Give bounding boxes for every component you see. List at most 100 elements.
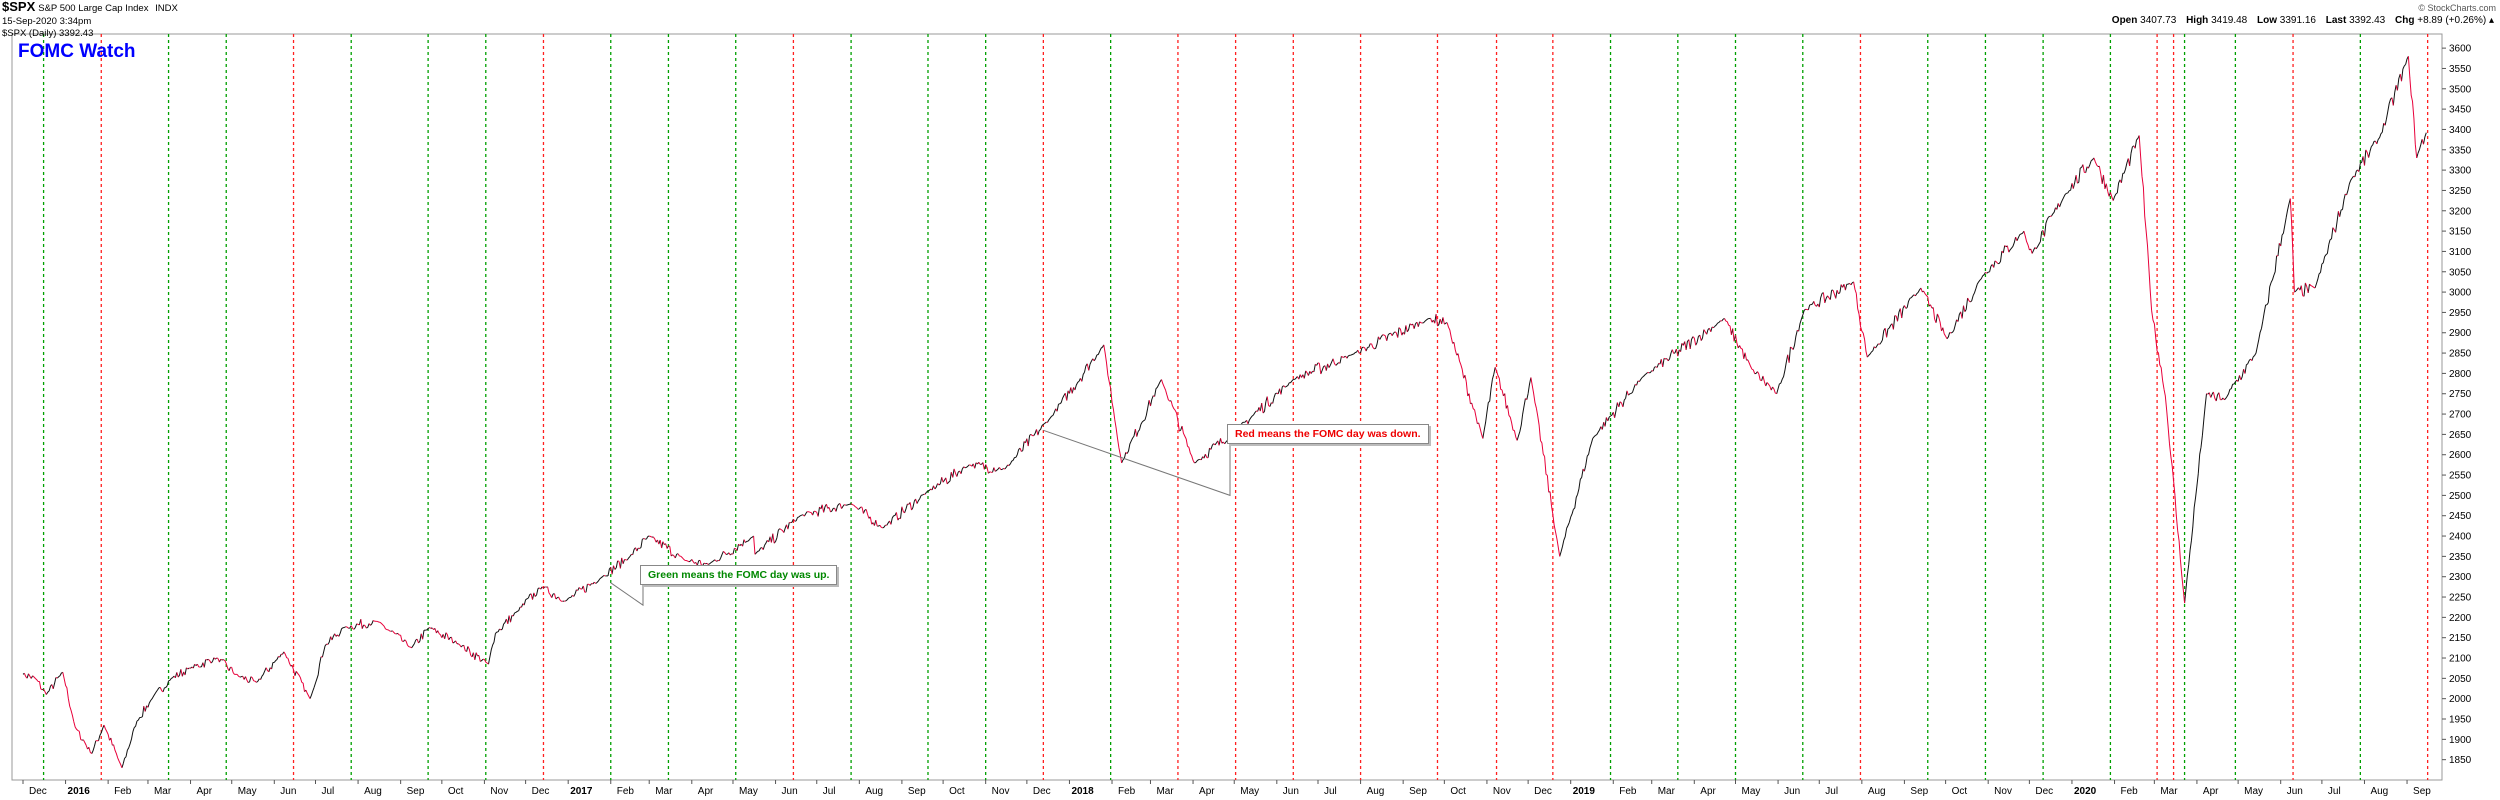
price-line-up bbox=[22, 56, 2427, 768]
x-tick-label: Feb bbox=[1118, 786, 1136, 797]
x-tick-label: Aug bbox=[1868, 786, 1886, 797]
x-tick-label: Jun bbox=[280, 786, 296, 797]
y-tick-label: 2850 bbox=[2449, 349, 2472, 360]
x-tick-label: Nov bbox=[992, 786, 1010, 797]
x-tick-label: Sep bbox=[1910, 786, 1928, 797]
x-tick-label: Apr bbox=[1199, 786, 1215, 797]
x-tick-label: 2016 bbox=[68, 786, 91, 797]
y-tick-label: 3350 bbox=[2449, 145, 2472, 156]
y-tick-label: 3000 bbox=[2449, 288, 2472, 299]
y-axis: 1850 1900 1950 2000 2050 2100 2150 2200 2250 2300… bbox=[2442, 44, 2472, 766]
x-tick-label: Dec bbox=[29, 786, 47, 797]
y-tick-label: 2900 bbox=[2449, 328, 2472, 339]
x-tick-label: Sep bbox=[407, 786, 425, 797]
x-tick-label: Jul bbox=[2328, 786, 2341, 797]
x-tick-label: Jun bbox=[1784, 786, 1800, 797]
callout-red-pointer bbox=[1043, 426, 1231, 497]
y-tick-label: 2050 bbox=[2449, 674, 2472, 685]
stockcharts-credit: © StockCharts.com bbox=[2418, 3, 2496, 13]
y-tick-label: 2150 bbox=[2449, 633, 2472, 644]
y-tick-label: 3450 bbox=[2449, 105, 2472, 116]
y-tick-label: 2400 bbox=[2449, 532, 2472, 543]
y-tick-label: 2800 bbox=[2449, 369, 2472, 380]
x-tick-label: Feb bbox=[2121, 786, 2139, 797]
x-tick-label: 2017 bbox=[570, 786, 593, 797]
y-tick-label: 2200 bbox=[2449, 613, 2472, 624]
x-tick-label: Feb bbox=[1619, 786, 1637, 797]
y-tick-label: 2550 bbox=[2449, 471, 2472, 482]
x-tick-label: 2019 bbox=[1573, 786, 1596, 797]
x-tick-label: Nov bbox=[1493, 786, 1511, 797]
x-tick-label: Oct bbox=[949, 786, 965, 797]
chart-datetime: 15-Sep-2020 3:34pm bbox=[2, 16, 92, 27]
x-tick-label: Dec bbox=[532, 786, 550, 797]
ticker-description: S&P 500 Large Cap Index bbox=[38, 3, 149, 14]
x-tick-label: Dec bbox=[1033, 786, 1051, 797]
x-tick-label: Mar bbox=[154, 786, 172, 797]
x-tick-label: May bbox=[1741, 786, 1760, 797]
ohlc-readout: Open 3407.73 High 3419.48 Low 3391.16 La… bbox=[2112, 15, 2494, 27]
x-tick-label: Dec bbox=[2035, 786, 2053, 797]
x-tick-label: Aug bbox=[865, 786, 883, 797]
y-tick-label: 2500 bbox=[2449, 491, 2472, 502]
x-tick-label: Oct bbox=[1450, 786, 1466, 797]
high-value: 3419.48 bbox=[2211, 15, 2248, 26]
price-line-down bbox=[23, 56, 2424, 768]
x-tick-label: Jun bbox=[2287, 786, 2303, 797]
y-tick-label: 3300 bbox=[2449, 166, 2472, 177]
x-tick-label: Mar bbox=[1156, 786, 1174, 797]
y-tick-label: 3200 bbox=[2449, 206, 2472, 217]
ticker-symbol: $SPX bbox=[2, 0, 36, 14]
x-tick-label: Mar bbox=[655, 786, 673, 797]
chart-header-ticker: $SPX S&P 500 Large Cap Index INDX bbox=[2, 0, 178, 15]
x-tick-label: Apr bbox=[698, 786, 714, 797]
x-tick-label: May bbox=[238, 786, 257, 797]
x-tick-label: Sep bbox=[908, 786, 926, 797]
y-tick-label: 2650 bbox=[2449, 430, 2472, 441]
x-tick-label: Jun bbox=[782, 786, 798, 797]
x-tick-label: Sep bbox=[1409, 786, 1427, 797]
x-tick-label: Feb bbox=[114, 786, 132, 797]
x-tick-label: May bbox=[739, 786, 758, 797]
chevron-up-icon: ▴ bbox=[2488, 15, 2494, 26]
x-tick-label: Mar bbox=[1658, 786, 1676, 797]
x-tick-label: Aug bbox=[2370, 786, 2388, 797]
y-tick-label: 3400 bbox=[2449, 125, 2472, 136]
y-tick-label: 3600 bbox=[2449, 44, 2472, 55]
y-tick-label: 3100 bbox=[2449, 247, 2472, 258]
y-tick-label: 2250 bbox=[2449, 593, 2472, 604]
y-tick-label: 1850 bbox=[2449, 755, 2472, 766]
y-tick-label: 1950 bbox=[2449, 715, 2472, 726]
callout-green-pointer bbox=[610, 567, 644, 607]
fomc-marker-lines bbox=[42, 34, 2429, 780]
chart-title: FOMC Watch bbox=[18, 41, 136, 62]
x-tick-label: 2018 bbox=[1071, 786, 1094, 797]
y-tick-label: 3050 bbox=[2449, 267, 2472, 278]
x-tick-label: Sep bbox=[2413, 786, 2431, 797]
y-tick-label: 2950 bbox=[2449, 308, 2472, 319]
x-tick-label: Apr bbox=[1700, 786, 1716, 797]
ticker-exchange: INDX bbox=[155, 3, 178, 14]
x-tick-label: Jun bbox=[1283, 786, 1299, 797]
chg-value: +8.89 (+0.26%) bbox=[2417, 15, 2487, 26]
y-tick-label: 2700 bbox=[2449, 410, 2472, 421]
x-tick-label: Aug bbox=[364, 786, 382, 797]
x-tick-label: Oct bbox=[448, 786, 464, 797]
series-legend: $SPX (Daily) 3392.43 bbox=[2, 28, 94, 39]
annotation-green-fomc: Green means the FOMC day was up. bbox=[640, 565, 838, 585]
plot-frame bbox=[11, 33, 2443, 781]
x-tick-label: Jul bbox=[1825, 786, 1838, 797]
open-value: 3407.73 bbox=[2140, 15, 2177, 26]
x-tick-label: Jul bbox=[1324, 786, 1337, 797]
high-label: High bbox=[2186, 15, 2209, 26]
last-label: Last bbox=[2325, 15, 2347, 26]
x-tick-label: Mar bbox=[2160, 786, 2178, 797]
x-tick-label: Dec bbox=[1534, 786, 1552, 797]
chg-label: Chg bbox=[2395, 15, 2415, 26]
y-tick-label: 3500 bbox=[2449, 84, 2472, 95]
x-tick-label: Feb bbox=[617, 786, 635, 797]
y-tick-label: 2000 bbox=[2449, 694, 2472, 705]
y-tick-label: 1900 bbox=[2449, 735, 2472, 746]
annotation-red-fomc: Red means the FOMC day was down. bbox=[1227, 424, 1429, 444]
